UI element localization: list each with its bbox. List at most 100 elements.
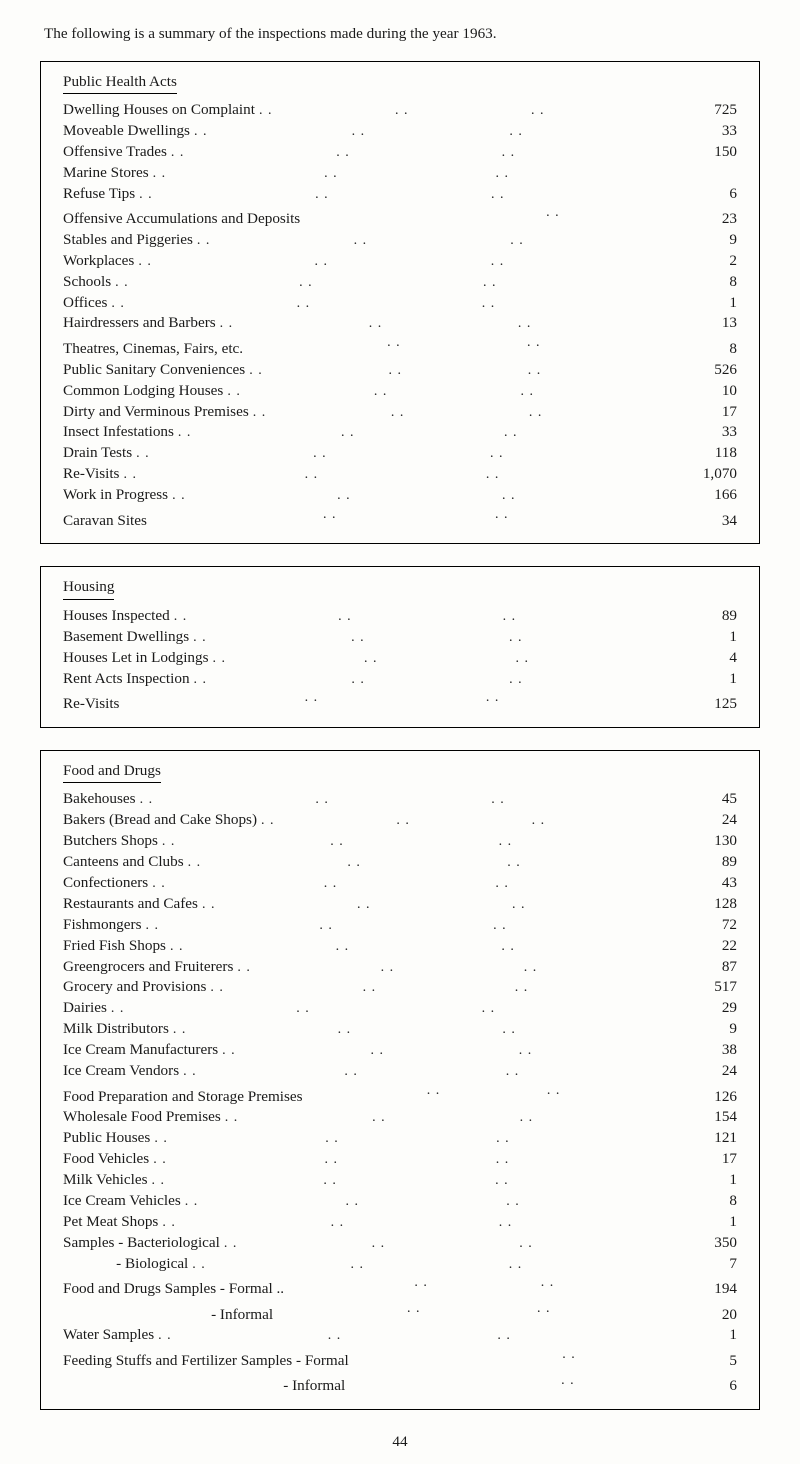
data-row: - Biological. .. .. .7	[63, 1254, 737, 1275]
data-row: Drain Tests. .. .. .118	[63, 443, 737, 464]
data-row: Rent Acts Inspection. .. .. .1	[63, 669, 737, 690]
row-label: - Informal	[63, 1305, 273, 1326]
data-row: Houses Inspected. .. .. .89	[63, 606, 737, 627]
leader-dots: . .. .. .	[206, 979, 667, 998]
row-value: 45	[667, 789, 737, 810]
data-row: Feeding Stuffs and Fertilizer Samples - …	[63, 1346, 737, 1371]
leader-dots: . .. .. .	[169, 1021, 667, 1040]
data-row: Stables and Piggeries. .. .. .9	[63, 230, 737, 251]
leader-dots: . .. .. .	[233, 959, 667, 978]
leader-dots: . .. .	[303, 1082, 667, 1101]
row-value: 89	[667, 606, 737, 627]
row-value: 22	[667, 936, 737, 957]
data-row: Public Houses. .. .. .121	[63, 1128, 737, 1149]
row-value: 8	[667, 272, 737, 293]
row-label: Moveable Dwellings	[63, 121, 190, 142]
leader-dots: . .. .. .	[209, 650, 667, 669]
leader-dots: . .. .. .	[148, 1172, 667, 1191]
row-label: Marine Stores	[63, 163, 149, 184]
data-row: Restaurants and Cafes. .. .. .128	[63, 894, 737, 915]
row-value: 87	[667, 957, 737, 978]
row-label: - Informal	[63, 1376, 345, 1397]
data-row: Re-Visits. .. .125	[63, 689, 737, 714]
row-label: Feeding Stuffs and Fertilizer Samples - …	[63, 1351, 349, 1372]
row-label: Ice Cream Manufacturers	[63, 1040, 218, 1061]
row-value: 17	[667, 1149, 737, 1170]
row-label: Refuse Tips	[63, 184, 135, 205]
row-label: Confectioners	[63, 873, 148, 894]
data-row: Bakers (Bread and Cake Shops). .. .. .24	[63, 810, 737, 831]
data-row: Confectioners. .. .. .43	[63, 873, 737, 894]
data-row: Dairies. .. .. .29	[63, 998, 737, 1019]
leader-dots: . .. .. .	[132, 445, 667, 464]
row-label: Wholesale Food Premises	[63, 1107, 221, 1128]
leader-dots: . .	[349, 1346, 667, 1365]
leader-dots: . .. .. .	[223, 383, 667, 402]
data-row: Schools. .. .. .8	[63, 272, 737, 293]
row-value: 24	[667, 1061, 737, 1082]
row-value: 5	[667, 1351, 737, 1372]
leader-dots: . .. .. .	[107, 1000, 667, 1019]
leader-dots: . .. .. .	[181, 1193, 667, 1212]
row-label: Dairies	[63, 998, 107, 1019]
data-row: Offensive Trades. .. .. .150	[63, 142, 737, 163]
row-value: 130	[667, 831, 737, 852]
leader-dots: . .. .. .	[257, 812, 667, 831]
data-row: Food Vehicles. .. .. .17	[63, 1149, 737, 1170]
row-label: Greengrocers and Fruiterers	[63, 957, 233, 978]
row-value: 1	[667, 627, 737, 648]
data-row: Canteens and Clubs. .. .. .89	[63, 852, 737, 873]
leader-dots: . .. .	[284, 1274, 667, 1293]
leader-dots: . .. .. .	[255, 102, 667, 121]
data-row: Fishmongers. .. .. .72	[63, 915, 737, 936]
data-row: Fried Fish Shops. .. .. .22	[63, 936, 737, 957]
row-value: 24	[667, 810, 737, 831]
leader-dots: . .. .. .	[167, 144, 667, 163]
row-value: 13	[667, 313, 737, 334]
leader-dots: . .. .. .	[245, 362, 667, 381]
leader-dots: . .. .. .	[218, 1042, 667, 1061]
row-value: 20	[667, 1305, 737, 1326]
row-label: Food Preparation and Storage Premises	[63, 1087, 303, 1108]
leader-dots: . .	[300, 204, 667, 223]
leader-dots: . .. .. .	[249, 404, 667, 423]
row-label: Rent Acts Inspection	[63, 669, 190, 690]
leader-dots: . .. .. .	[158, 833, 667, 852]
data-row: Bakehouses. .. .. .45	[63, 789, 737, 810]
leader-dots: . .. .. .	[136, 791, 667, 810]
row-label: Fishmongers	[63, 915, 141, 936]
row-label: Insect Infestations	[63, 422, 174, 443]
row-label: Samples - Bacteriological	[63, 1233, 220, 1254]
data-row: Greengrocers and Fruiterers. .. .. .87	[63, 957, 737, 978]
row-label: Stables and Piggeries	[63, 230, 193, 251]
row-label: Houses Let in Lodgings	[63, 648, 209, 669]
row-value: 17	[667, 402, 737, 423]
data-row: Dwelling Houses on Complaint. .. .. .725	[63, 100, 737, 121]
leader-dots: . .. .. .	[179, 1063, 667, 1082]
leader-dots: . .. .. .	[135, 186, 667, 205]
row-value: 150	[667, 142, 737, 163]
row-value: 194	[667, 1279, 737, 1300]
data-row: Basement Dwellings. .. .. .1	[63, 627, 737, 648]
data-row: Insect Infestations. .. .. .33	[63, 422, 737, 443]
leader-dots: . .. .. .	[170, 608, 667, 627]
leader-dots: . .. .. .	[190, 671, 667, 690]
row-value: 8	[667, 1191, 737, 1212]
row-value: 1	[667, 1325, 737, 1346]
row-label: Bakers (Bread and Cake Shops)	[63, 810, 257, 831]
leader-dots: . .. .. .	[111, 274, 667, 293]
data-row: Moveable Dwellings. .. .. .33	[63, 121, 737, 142]
row-value: 33	[667, 121, 737, 142]
row-value: 2	[667, 251, 737, 272]
leader-dots: . .. .. .	[188, 1256, 667, 1275]
row-value: 154	[667, 1107, 737, 1128]
leader-dots: . .. .. .	[158, 1214, 667, 1233]
row-label: Fried Fish Shops	[63, 936, 166, 957]
panel: Food and DrugsBakehouses. .. .. .45Baker…	[40, 750, 760, 1410]
row-label: Caravan Sites	[63, 511, 147, 532]
data-row: Ice Cream Manufacturers. .. .. .38	[63, 1040, 737, 1061]
row-value: 1	[667, 293, 737, 314]
row-value: 166	[667, 485, 737, 506]
row-value: 121	[667, 1128, 737, 1149]
data-row: - Informal. .6	[63, 1372, 737, 1397]
